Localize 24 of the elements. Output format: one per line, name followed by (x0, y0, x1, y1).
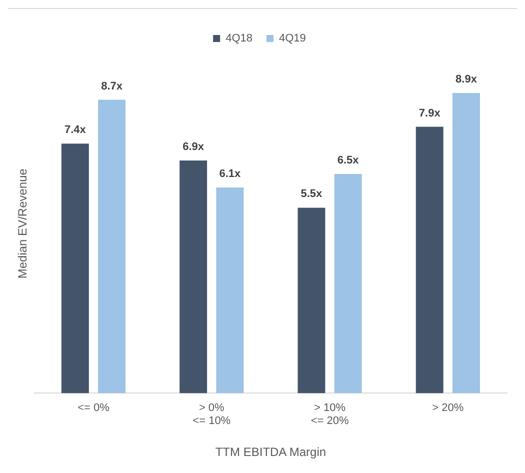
y-axis-title: Median EV/Revenue (16, 168, 30, 279)
data-label: 6.1x (219, 168, 242, 180)
data-label: 7.4x (64, 124, 87, 136)
x-axis-title: TTM EBITDA Margin (215, 445, 326, 460)
x-tick-label: <= 0% (78, 402, 110, 414)
bar (298, 208, 326, 394)
x-tick-label: > 10% <= 20% (310, 402, 349, 428)
x-tick-label: > 0% <= 10% (192, 402, 231, 428)
legend-label: 4Q19 (279, 32, 306, 45)
bar (180, 160, 208, 394)
legend-label: 4Q18 (226, 32, 253, 45)
data-label: 5.5x (300, 188, 324, 200)
bar (216, 187, 244, 394)
data-label: 7.9x (418, 107, 442, 120)
bar (61, 144, 89, 394)
data-label: 6.5x (337, 154, 360, 166)
bar (334, 174, 362, 394)
bar (98, 100, 126, 394)
data-label: 8.7x (101, 80, 124, 92)
data-label: 8.9x (456, 74, 478, 86)
bar (416, 126, 444, 394)
x-tick-label: > 20% (432, 402, 464, 414)
bar (452, 93, 480, 394)
data-label: 6.9x (182, 141, 205, 154)
